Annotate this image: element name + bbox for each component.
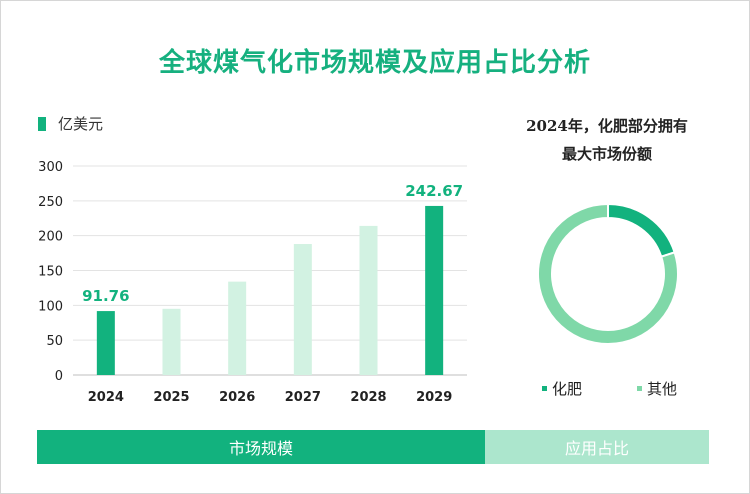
donut-chart	[537, 202, 679, 345]
y-tick-label: 200	[38, 230, 63, 245]
y-tick-label: 50	[46, 334, 63, 349]
x-tick-label: 2025	[153, 390, 189, 405]
bar	[293, 244, 312, 375]
bar	[96, 311, 115, 375]
bar-legend: 亿美元	[38, 113, 103, 134]
bar-chart: 0 50 100 150 200 250 300 2024 91.76 2025 2026 2027 2…	[38, 160, 467, 405]
pie-legend-label: 化肥	[552, 380, 583, 398]
pie-legend-item-fertilizer: 化肥	[542, 378, 582, 399]
x-tick-label: 2027	[285, 390, 321, 405]
legend-swatch	[38, 116, 46, 131]
page-title: 全球煤气化市场规模及应用占比分析	[158, 48, 591, 78]
pie-legend-swatch	[637, 386, 642, 391]
data-label: 242.67	[405, 182, 463, 200]
pie-legend-swatch	[542, 386, 547, 391]
y-tick-label: 250	[38, 195, 63, 210]
tab-application-share[interactable]: 应用占比	[485, 430, 709, 464]
tab-market-size[interactable]: 市场规模	[37, 430, 485, 464]
tab-bar: 市场规模 应用占比	[37, 430, 709, 464]
donut-slice	[607, 202, 676, 258]
x-tick-label: 2029	[416, 390, 452, 405]
x-tick-label: 2024	[88, 390, 124, 405]
pie-title: 2024年，化肥部分拥有 最大市场份额	[492, 112, 722, 168]
x-tick-label: 2028	[350, 390, 386, 405]
y-tick-label: 300	[38, 160, 63, 175]
bar	[359, 225, 378, 375]
pie-title-line-2: 最大市场份额	[561, 145, 652, 163]
donut-slice	[537, 202, 679, 345]
legend-label: 亿美元	[58, 115, 104, 133]
pie-legend-item-other: 其他	[637, 378, 677, 399]
bar	[162, 308, 181, 375]
y-tick-label: 100	[38, 299, 63, 314]
bar	[228, 281, 247, 375]
pie-legend-label: 其他	[647, 380, 678, 398]
bar	[425, 205, 444, 375]
data-label: 91.76	[82, 287, 129, 305]
x-tick-label: 2026	[219, 390, 255, 405]
pie-title-line-1: 2024年，化肥部分拥有	[526, 117, 688, 135]
y-tick-label: 0	[55, 369, 63, 384]
y-tick-label: 150	[38, 265, 63, 280]
